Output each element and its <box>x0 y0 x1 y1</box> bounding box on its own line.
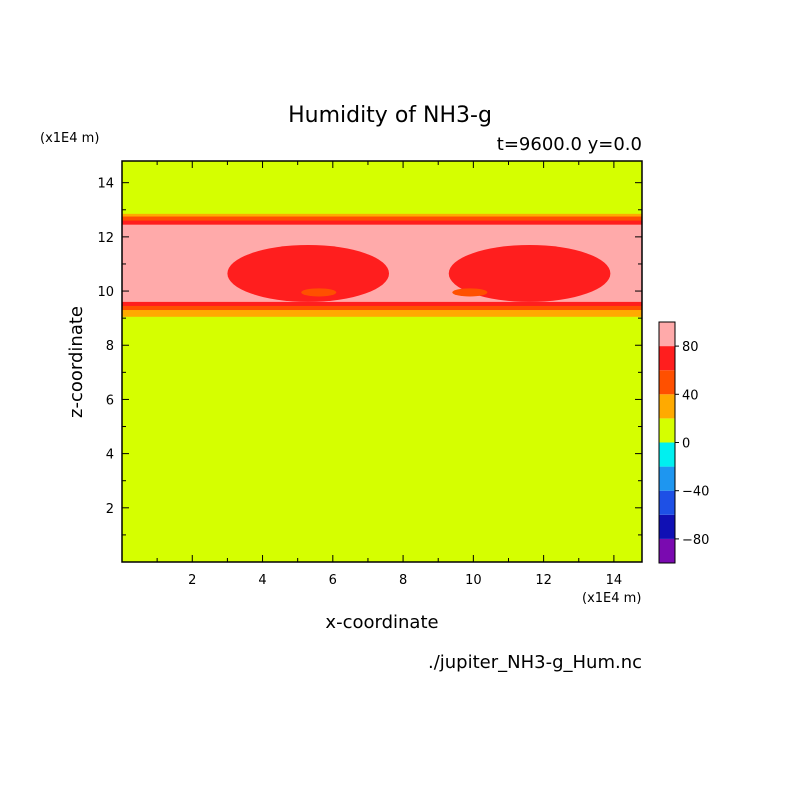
plot-area: 2 4 6 8 10 12 14 2 4 6 8 10 12 14 <box>97 160 643 588</box>
source-filename: ./jupiter_NH3-g_Hum.nc <box>428 652 642 673</box>
y-unit-label: (x1E4 m) <box>40 131 99 146</box>
humidity-core-3 <box>452 288 488 297</box>
x-tick-label-8: 8 <box>399 573 407 588</box>
colorbar-ticks: 80 40 0 −40 −80 <box>675 340 709 548</box>
colorbar-segment-7 <box>659 370 675 395</box>
colorbar-segment-2 <box>659 490 675 515</box>
y-tick-label-12: 12 <box>97 231 114 246</box>
x-tick-label-12: 12 <box>535 573 552 588</box>
y-tick-label-4: 4 <box>106 448 114 463</box>
plot-frame <box>121 160 643 563</box>
chart-subtitle: t=9600.0 y=0.0 <box>497 134 642 155</box>
colorbar-tick-label-2: 0 <box>682 437 690 452</box>
humidity-cores <box>227 244 611 302</box>
colorbar-tick-label-0: 80 <box>682 340 699 355</box>
colorbar-segment-8 <box>659 346 675 371</box>
colorbar: 80 40 0 −40 −80 <box>658 321 709 564</box>
x-tick-label-10: 10 <box>465 573 482 588</box>
x-tick-label-6: 6 <box>329 573 337 588</box>
y-tick-label-10: 10 <box>97 285 114 300</box>
colorbar-segment-4 <box>659 442 675 467</box>
colorbar-tick-label-1: 40 <box>682 388 699 403</box>
colorbar-segment-9 <box>659 322 675 347</box>
y-tick-label-2: 2 <box>106 502 114 517</box>
x-tick-label-4: 4 <box>258 573 266 588</box>
humidity-core-1 <box>448 244 611 302</box>
colorbar-segment-5 <box>659 418 675 443</box>
colorbar-segment-1 <box>659 514 675 539</box>
y-axis-label: z-coordinate <box>66 306 87 418</box>
x-tick-label-2: 2 <box>188 573 196 588</box>
x-tick-label-14: 14 <box>606 573 623 588</box>
x-axis-ticks: 2 4 6 8 10 12 14 <box>156 161 623 588</box>
y-axis-ticks: 2 4 6 8 10 12 14 <box>97 177 642 536</box>
colorbar-segment-6 <box>659 394 675 419</box>
humidity-core-0 <box>227 244 390 302</box>
y-tick-label-6: 6 <box>106 393 114 408</box>
colorbar-segments <box>659 322 675 563</box>
colorbar-segment-0 <box>659 538 675 563</box>
humidity-core-2 <box>301 288 337 297</box>
y-tick-label-14: 14 <box>97 177 114 192</box>
x-axis-label: x-coordinate <box>325 612 438 633</box>
chart-title: Humidity of NH3-g <box>288 103 492 128</box>
colorbar-tick-label-3: −40 <box>682 485 709 500</box>
y-tick-label-8: 8 <box>106 339 114 354</box>
x-unit-label: (x1E4 m) <box>582 591 641 606</box>
colorbar-tick-label-4: −80 <box>682 533 709 548</box>
colorbar-segment-3 <box>659 466 675 491</box>
